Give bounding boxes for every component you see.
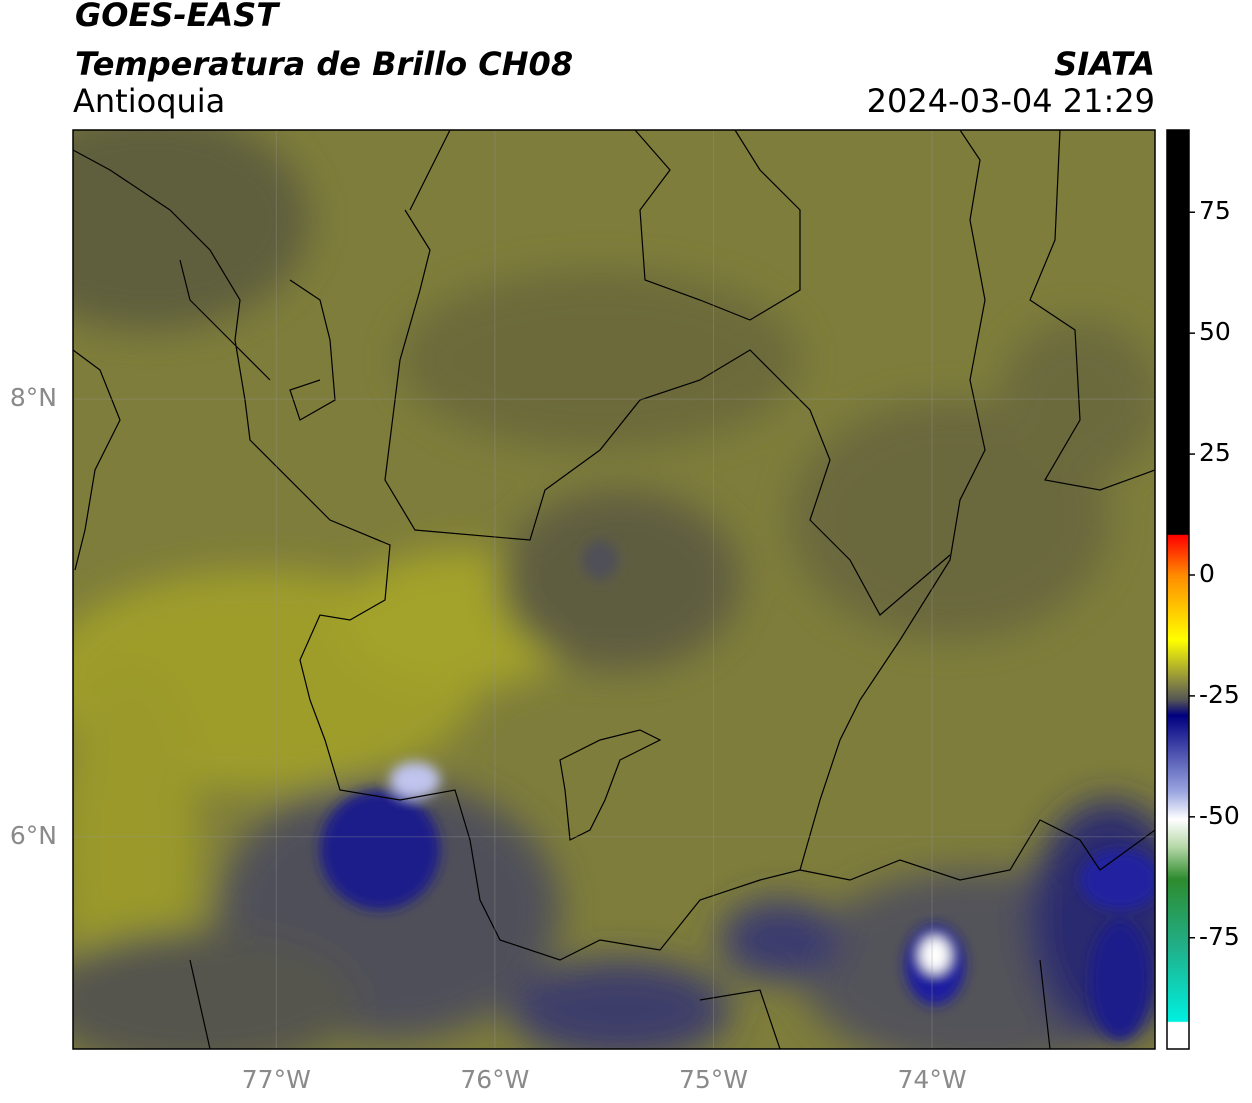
x-tick-label: 76°W [460,1065,529,1094]
y-tick-label: 8°N [10,383,57,412]
colorbar-tick-label: -50 [1199,801,1240,830]
colorbar-tick-label: 0 [1199,559,1215,588]
x-tick-label: 77°W [242,1065,311,1094]
graticule [73,130,1155,1049]
colorbar-tick-label: 75 [1199,196,1231,225]
colorbar-tick-label: -25 [1199,680,1240,709]
colorbar-tick-label: 50 [1199,317,1231,346]
y-tick-label: 6°N [10,821,57,850]
title: GOES-EAST [75,0,280,34]
source: SIATA [1054,45,1155,83]
colorbar-tick-label: 25 [1199,438,1231,467]
subtitle: Temperatura de Brillo CH08 [75,45,573,83]
region: Antioquia [73,82,225,120]
satellite-image [73,130,1155,1049]
datetime: 2024-03-04 21:29 [867,82,1155,120]
colorbar [1166,129,1190,1050]
colorbar-tick-label: -75 [1199,922,1240,951]
x-tick-label: 75°W [679,1065,748,1094]
x-tick-label: 74°W [898,1065,967,1094]
map-frame [72,129,1156,1050]
